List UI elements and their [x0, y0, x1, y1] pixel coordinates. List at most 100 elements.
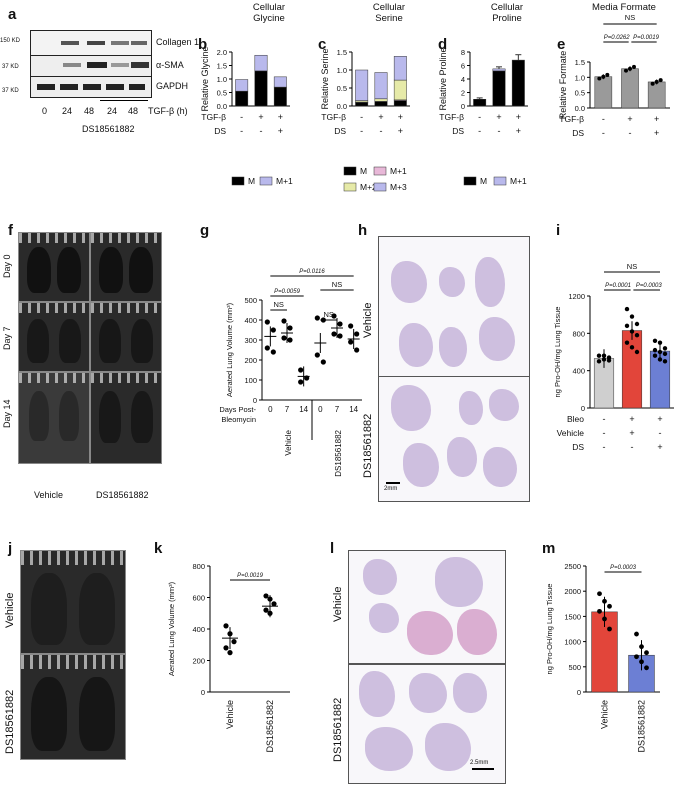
- i-point-1-8: [634, 349, 640, 355]
- legend-d-m1-label: M+1: [510, 176, 527, 186]
- k-point-1-3: [263, 607, 269, 613]
- c-tgf-sign-2: +: [398, 112, 403, 122]
- g-group-vehicle: Vehicle: [284, 429, 293, 455]
- d-ds-sign-0: -: [478, 126, 481, 136]
- g-point-3-2: [314, 352, 320, 358]
- label-day14: Day 14: [2, 399, 12, 428]
- i-ytick-label-1: 400: [572, 367, 585, 376]
- m-ytick-label-2: 1000: [564, 638, 581, 647]
- m-point-1-3: [634, 654, 639, 660]
- legend-c-m-swatch: [343, 166, 357, 176]
- e-ytick-label-0: 0.0: [575, 104, 585, 113]
- lane-24a: 24: [62, 106, 73, 116]
- c-tgf-sign-1: +: [378, 112, 383, 122]
- g-ytick-label-5: 500: [244, 296, 257, 305]
- i-point-2-5: [662, 351, 668, 357]
- b-bar-1-M: [254, 70, 268, 107]
- g-xlabel2: Bleomycin: [221, 415, 256, 424]
- g-ns3: NS: [323, 310, 333, 319]
- k-ytick-label-0: 0: [201, 688, 205, 697]
- i-ytick-label-3: 1200: [568, 292, 585, 301]
- histo-l-ds: [348, 664, 506, 784]
- g-point-0-0: [264, 319, 270, 325]
- i-point-1-7: [629, 345, 635, 350]
- g-point-1-2: [281, 335, 287, 341]
- g-ns2: NS: [273, 300, 283, 309]
- i-point-0-0: [596, 353, 602, 358]
- e-tgf-sign-2: +: [654, 114, 659, 124]
- e-point-1-1: [628, 66, 632, 71]
- k-point-1-2: [271, 601, 277, 607]
- b-ytick-label-4: 2.0: [217, 48, 227, 57]
- b-ylabel: Relative Glycine: [200, 46, 210, 111]
- i-sign-1-0: -: [603, 428, 606, 438]
- k-ytick-label-2: 400: [192, 625, 205, 634]
- i-point-2-3: [652, 347, 658, 353]
- label-day0: Day 0: [2, 254, 12, 278]
- legend-d-m-swatch: [463, 176, 477, 186]
- ct-ds-d7: [90, 302, 162, 372]
- b-title-0: Cellular: [253, 2, 285, 13]
- m-cat-1: DS18561882: [637, 700, 647, 753]
- ds-line: [100, 100, 148, 101]
- legend-b-m1-label: M+1: [276, 176, 293, 186]
- b-ds-sign-2: +: [278, 126, 283, 136]
- b-bar-0-M+1: [235, 79, 249, 92]
- ct-ds-d14: [90, 372, 162, 464]
- m-ytick-label-1: 500: [568, 663, 581, 672]
- b-row-tgf: TGF-β: [201, 112, 226, 122]
- c-bar-2-M+3: [393, 56, 407, 81]
- g-point-2-0: [298, 367, 304, 373]
- i-point-0-5: [606, 355, 612, 360]
- b-tgf-sign-1: +: [258, 112, 263, 122]
- c-ytick-label-2: 1.0: [337, 66, 347, 75]
- e-row-tgf: TGF-β: [559, 114, 584, 124]
- i-point-1-0: [624, 306, 630, 312]
- label-h-vehicle: Vehicle: [362, 302, 374, 338]
- b-ds-sign-0: -: [240, 126, 243, 136]
- b-ytick-label-2: 1.0: [217, 75, 227, 84]
- m-point-1-5: [644, 665, 649, 671]
- d-ylabel: Relative Proline: [438, 47, 448, 110]
- e-ns: NS: [625, 13, 635, 22]
- i-sign-1-2: -: [659, 428, 662, 438]
- panel-label-b: b: [198, 36, 208, 53]
- g-day-5: 14: [349, 405, 358, 414]
- e-bar-0: [594, 76, 613, 109]
- b-ytick-label-0: 0.0: [217, 102, 227, 111]
- c-bar-1-M+3: [374, 72, 388, 100]
- b-bar-0-M: [235, 90, 249, 107]
- legend-b-m-label: M: [248, 176, 255, 186]
- legend-c-m-label: M: [360, 166, 367, 176]
- k-ytick-label-4: 800: [192, 562, 205, 571]
- m-cat-0: Vehicle: [600, 700, 610, 729]
- label-gapdh: GAPDH: [156, 81, 189, 91]
- g-ptop: P=0.0116: [299, 269, 325, 275]
- b-bar-2-M: [273, 86, 287, 107]
- g-day-4: 7: [335, 405, 340, 414]
- g-point-2-2: [298, 379, 304, 385]
- legend-c-m2-label: M+2: [360, 182, 377, 192]
- panel-label-k: k: [154, 540, 163, 557]
- d-bar-1-M: [492, 70, 506, 107]
- scale-label-l: 2.5mm: [470, 760, 489, 766]
- panel-label-f: f: [8, 222, 13, 239]
- e-p1: P=0.0262: [604, 35, 631, 41]
- g-ylabel: Aerated Lung Volume (mm³): [225, 302, 234, 397]
- label-j-vehicle: Vehicle: [4, 592, 16, 628]
- legend-c-m3-swatch: [373, 182, 387, 192]
- lane-48a: 48: [84, 106, 95, 116]
- i-point-2-0: [652, 338, 658, 343]
- lane-0: 0: [42, 106, 48, 116]
- m-p: P=0.0003: [610, 565, 637, 571]
- label-ds18561882-a: DS18561882: [82, 124, 135, 134]
- g-xlabel1: Days Post-: [219, 405, 256, 414]
- e-row-ds: DS: [572, 128, 584, 138]
- i-rowlabel-1: Vehicle: [557, 428, 585, 438]
- lane-24b: 24: [107, 106, 118, 116]
- m-ytick-label-0: 0: [577, 688, 581, 697]
- m-ytick-label-3: 1500: [564, 612, 581, 621]
- c-ytick-label-1: 0.5: [337, 84, 347, 93]
- i-ylabel: ng Pro-OH/mg Lung Tissue: [553, 307, 562, 398]
- e-title: Media Formate: [592, 2, 656, 13]
